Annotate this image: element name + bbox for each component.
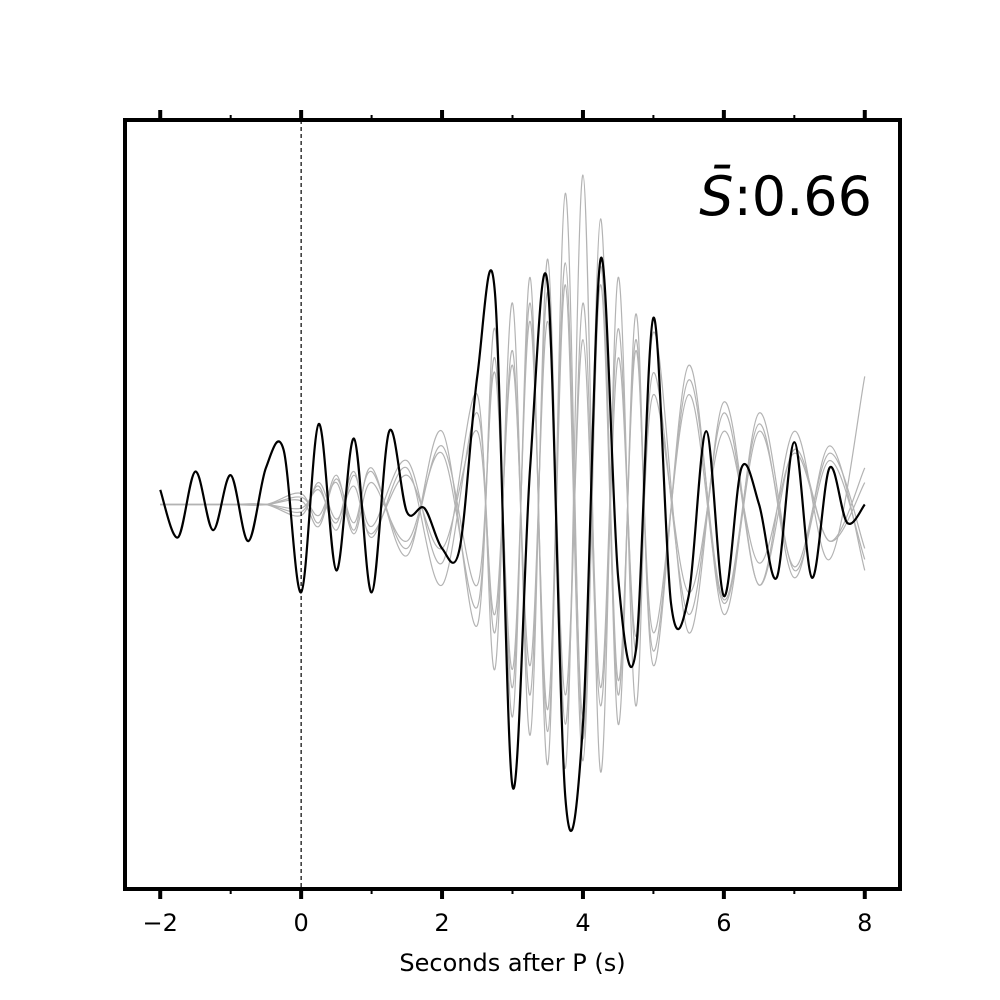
x-tick-label: 2 bbox=[434, 909, 449, 937]
x-axis-ticks: −2 0 2 4 6 8 bbox=[143, 110, 872, 937]
main-waveform-line bbox=[159, 256, 866, 833]
mean-similarity-value: 0.66 bbox=[752, 165, 872, 228]
mean-similarity-annotation: S̄:0.66 bbox=[699, 165, 872, 228]
background-waveform-line-1 bbox=[160, 174, 866, 773]
background-waveform-line-6 bbox=[160, 262, 866, 718]
x-axis-label: Seconds after P (s) bbox=[399, 949, 625, 977]
x-tick-label: 8 bbox=[857, 909, 872, 937]
background-waveform-line-2 bbox=[160, 192, 866, 766]
mean-similarity-separator: : bbox=[734, 165, 752, 228]
x-tick-label: −2 bbox=[143, 909, 178, 937]
background-waveform-line-4 bbox=[160, 265, 866, 762]
traces-layer bbox=[159, 174, 866, 833]
x-tick-label: 4 bbox=[575, 909, 590, 937]
x-tick-label: 6 bbox=[716, 909, 731, 937]
mean-similarity-symbol: S̄ bbox=[699, 165, 733, 228]
background-waveform-line-5 bbox=[160, 320, 866, 707]
x-tick-label: 0 bbox=[293, 909, 308, 937]
